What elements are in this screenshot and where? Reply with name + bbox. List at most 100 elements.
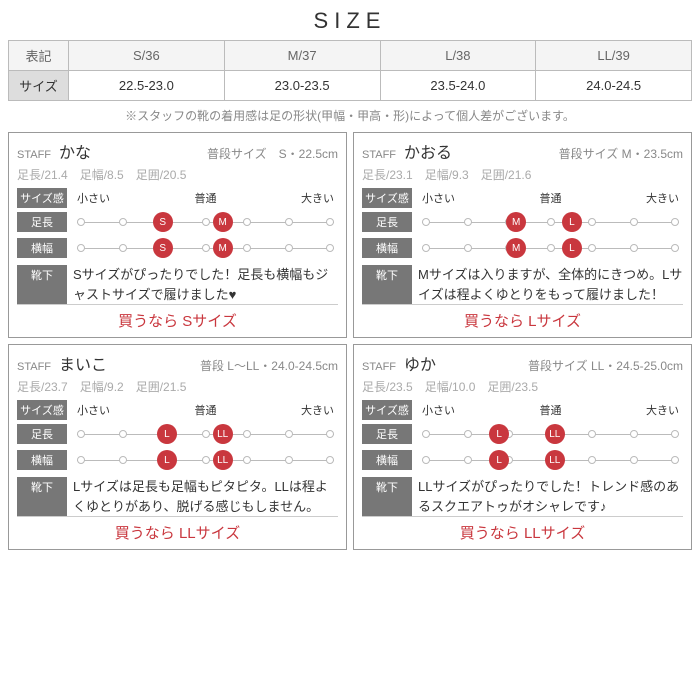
usual-size: 普段サイズ S・22.5cm [207,145,338,162]
size-col-3: LL/39 [536,41,692,71]
size-mark: M [506,212,526,232]
staff-label: STAFF [362,149,396,161]
size-mark: M [213,212,233,232]
scale-header: サイズ感小さい 普通 大きい [17,400,338,420]
size-mark: L [157,450,177,470]
scale-labels: 小さい 普通 大きい [418,402,683,418]
size-val-3: 24.0-24.5 [536,71,692,101]
label-big: 大きい [646,402,679,418]
row-tag: 横幅 [17,238,67,258]
staff-card: STAFF かおる 普段サイズ M・23.5cm 足長/23.1 足幅/9.3 足囲/… [353,132,692,338]
measurements: 足長/23.7 足幅/9.2 足囲/21.5 [17,378,338,395]
row-tag: 横幅 [17,450,67,470]
staff-name: かおる [404,139,452,163]
size-mark: L [157,424,177,444]
size-feel-tag: サイズ感 [17,188,67,208]
size-mark: L [562,238,582,258]
comment-row: 靴下Lサイズは足長も足幅もピタピタ。LLは程よくゆとりがあり、脱げる感じもしませ… [17,477,338,516]
staff-label: STAFF [17,361,51,373]
row-tag: 足長 [17,212,67,232]
comment-row: 靴下Mサイズは入りますが、全体的にきつめ。Lサイズは程よくゆとりをもって履けまし… [362,265,683,304]
measurements: 足長/23.5 足幅/10.0 足囲/23.5 [362,378,683,395]
comment-row: 靴下Sサイズがぴったりでした！足長も横幅もジャストサイズで履けました♥ [17,265,338,304]
socks-tag: 靴下 [362,265,412,304]
usual-size: 普段 L〜LL・24.0-24.5cm [200,357,338,374]
scale-header: サイズ感小さい 普通 大きい [362,400,683,420]
label-normal: 普通 [540,402,562,418]
size-mark: S [153,212,173,232]
size-row1-label: 表記 [9,41,69,71]
size-feel-tag: サイズ感 [17,400,67,420]
scale-labels: 小さい普通大きい [73,190,338,206]
card-grid: STAFFかな普段サイズ S・22.5cm 足長/21.4 足幅/8.5 足囲/2… [8,132,692,550]
staff-name: まいこ [59,351,107,375]
usual-size: 普段サイズ M・23.5cm [559,145,683,162]
size-mark: L [562,212,582,232]
scale-row: 足長 LLL [362,423,683,445]
row-tag: 足長 [362,424,412,444]
scale-marks: LLL [77,423,334,445]
scale: LLL [418,423,683,445]
scale-marks: LLL [77,449,334,471]
card-header: STAFF かおる 普段サイズ M・23.5cm [362,139,683,163]
size-mark: L [489,450,509,470]
size-mark: M [506,238,526,258]
size-table: 表記 S/36 M/37 L/38 LL/39 サイズ 22.5-23.0 23… [8,40,692,101]
card-header: STAFF まいこ 普段 L〜LL・24.0-24.5cm [17,351,338,375]
size-mark: S [153,238,173,258]
label-normal: 普通 [195,402,217,418]
scale-marks: SM [77,237,334,259]
note-text: ※スタッフの靴の着用感は足の形状(甲幅・甲高・形)によって個人差がございます。 [8,107,692,124]
socks-tag: 靴下 [17,477,67,516]
row-tag: 横幅 [362,238,412,258]
scale-marks: ML [422,237,679,259]
size-col-2: L/38 [380,41,536,71]
size-val-1: 23.0-23.5 [224,71,380,101]
size-val-2: 23.5-24.0 [380,71,536,101]
buy-recommend: 買うなら LLサイズ [17,516,338,543]
size-col-1: M/37 [224,41,380,71]
size-mark: LL [545,450,565,470]
comment-text: LLサイズがぴったりでした！トレンド感のあるスクエアトゥがオシャレです♪ [418,477,683,516]
row-tag: 横幅 [362,450,412,470]
scale-row: 足長LLL [17,423,338,445]
scale-marks: LLL [422,423,679,445]
label-small: 小さい [422,402,455,418]
scale-row: 横幅LLL [362,449,683,471]
comment-text: Mサイズは入りますが、全体的にきつめ。Lサイズは程よくゆとりをもって履けました！ [418,265,683,304]
scale: SM [73,237,338,259]
label-small: 小さい [77,402,110,418]
comment-text: Sサイズがぴったりでした！足長も横幅もジャストサイズで履けました♥ [73,265,338,304]
comment-text: Lサイズは足長も足幅もピタピタ。LLは程よくゆとりがあり、脱げる感じもしません。 [73,477,338,516]
size-feel-tag: サイズ感 [362,188,412,208]
buy-recommend: 買うなら Sサイズ [17,304,338,331]
scale-row: 横幅ML [362,237,683,259]
scale-marks: ML [422,211,679,233]
measurements: 足長/23.1 足幅/9.3 足囲/21.6 [362,166,683,183]
scale: LLL [418,449,683,471]
row-tag: 足長 [17,424,67,444]
scale: LLL [73,423,338,445]
label-normal: 普通 [195,190,217,206]
staff-label: STAFF [17,149,51,161]
buy-recommend: 買うなら LLサイズ [362,516,683,543]
staff-name: ゆか [404,351,436,375]
label-normal: 普通 [540,190,562,206]
usual-size: 普段サイズ LL・24.5-25.0cm [528,357,683,374]
size-feel-tag: サイズ感 [362,400,412,420]
card-header: STAFFかな普段サイズ S・22.5cm [17,139,338,163]
scale: LLL [73,449,338,471]
size-mark: M [213,238,233,258]
size-mark: LL [213,450,233,470]
label-small: 小さい [77,190,110,206]
label-big: 大きい [301,402,334,418]
label-small: 小さい [422,190,455,206]
staff-card: STAFFゆか普段サイズ LL・24.5-25.0cm足長/23.5 足幅/10… [353,344,692,550]
measurements: 足長/21.4 足幅/8.5 足囲/20.5 [17,166,338,183]
scale-header: サイズ感小さい普通大きい [362,188,683,208]
size-mark: LL [545,424,565,444]
scale-labels: 小さい 普通 大きい [73,402,338,418]
size-col-0: S/36 [69,41,225,71]
size-mark: LL [213,424,233,444]
scale-header: サイズ感小さい普通大きい [17,188,338,208]
